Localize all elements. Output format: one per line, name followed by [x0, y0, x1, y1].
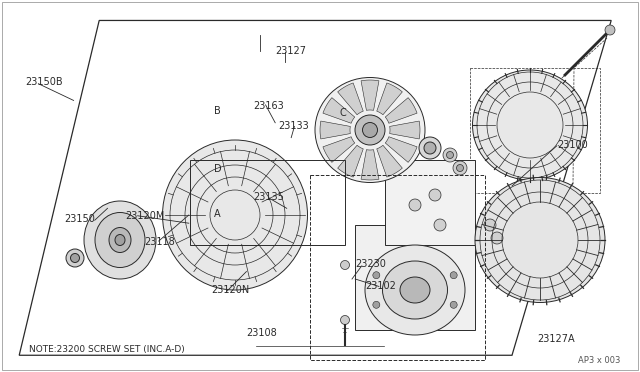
- Polygon shape: [385, 98, 417, 123]
- Text: D: D: [214, 164, 222, 174]
- Polygon shape: [377, 145, 403, 177]
- Text: 23133: 23133: [278, 122, 309, 131]
- Bar: [385, 160, 475, 245]
- Ellipse shape: [484, 219, 496, 231]
- Ellipse shape: [447, 151, 454, 158]
- Ellipse shape: [472, 70, 588, 180]
- Ellipse shape: [424, 142, 436, 154]
- Text: 23120N: 23120N: [211, 285, 250, 295]
- Ellipse shape: [475, 177, 605, 302]
- Polygon shape: [323, 137, 355, 162]
- Text: 23127: 23127: [275, 46, 306, 56]
- Polygon shape: [390, 121, 420, 139]
- Ellipse shape: [84, 201, 156, 279]
- Polygon shape: [377, 83, 403, 115]
- Ellipse shape: [373, 272, 380, 279]
- Text: 23230: 23230: [355, 259, 386, 269]
- Polygon shape: [338, 145, 364, 177]
- Polygon shape: [361, 80, 379, 110]
- Ellipse shape: [443, 148, 457, 162]
- Ellipse shape: [315, 77, 425, 183]
- Ellipse shape: [340, 260, 349, 269]
- Ellipse shape: [365, 245, 465, 335]
- Ellipse shape: [109, 228, 131, 253]
- Text: 23150: 23150: [64, 215, 95, 224]
- Ellipse shape: [355, 115, 385, 145]
- Bar: [470, 68, 600, 193]
- Text: 23108: 23108: [246, 328, 277, 338]
- Text: B: B: [214, 106, 221, 116]
- Ellipse shape: [400, 277, 430, 303]
- Text: 23163: 23163: [253, 101, 284, 111]
- Ellipse shape: [409, 199, 421, 211]
- Ellipse shape: [450, 272, 457, 279]
- Text: AP3 x 003: AP3 x 003: [579, 356, 621, 365]
- Ellipse shape: [95, 212, 145, 267]
- Text: A: A: [214, 209, 221, 219]
- Ellipse shape: [491, 232, 503, 244]
- Ellipse shape: [362, 122, 378, 138]
- Polygon shape: [338, 83, 364, 115]
- Text: 23127A: 23127A: [538, 334, 575, 343]
- Bar: [355, 225, 475, 330]
- Text: 23100: 23100: [557, 140, 588, 150]
- Polygon shape: [320, 121, 350, 139]
- Text: 23102: 23102: [365, 282, 396, 291]
- Ellipse shape: [434, 219, 446, 231]
- Text: 23135: 23135: [253, 192, 284, 202]
- Ellipse shape: [340, 315, 349, 324]
- Ellipse shape: [383, 261, 447, 319]
- Ellipse shape: [66, 249, 84, 267]
- Polygon shape: [323, 98, 355, 123]
- Text: 23150B: 23150B: [26, 77, 63, 87]
- Ellipse shape: [115, 234, 125, 246]
- Text: NOTE:23200 SCREW SET (INC.A-D): NOTE:23200 SCREW SET (INC.A-D): [29, 345, 184, 354]
- Text: 23118: 23118: [144, 237, 175, 247]
- Bar: [310, 175, 485, 360]
- Text: 23120M: 23120M: [125, 211, 164, 221]
- Ellipse shape: [450, 301, 457, 308]
- Ellipse shape: [453, 161, 467, 175]
- Ellipse shape: [605, 25, 615, 35]
- Ellipse shape: [429, 189, 441, 201]
- Polygon shape: [361, 150, 379, 180]
- Text: C: C: [339, 109, 346, 118]
- Ellipse shape: [163, 140, 307, 290]
- Polygon shape: [385, 137, 417, 162]
- Ellipse shape: [70, 253, 79, 263]
- Bar: [190, 160, 345, 245]
- Ellipse shape: [419, 137, 441, 159]
- Ellipse shape: [373, 301, 380, 308]
- Ellipse shape: [456, 164, 463, 171]
